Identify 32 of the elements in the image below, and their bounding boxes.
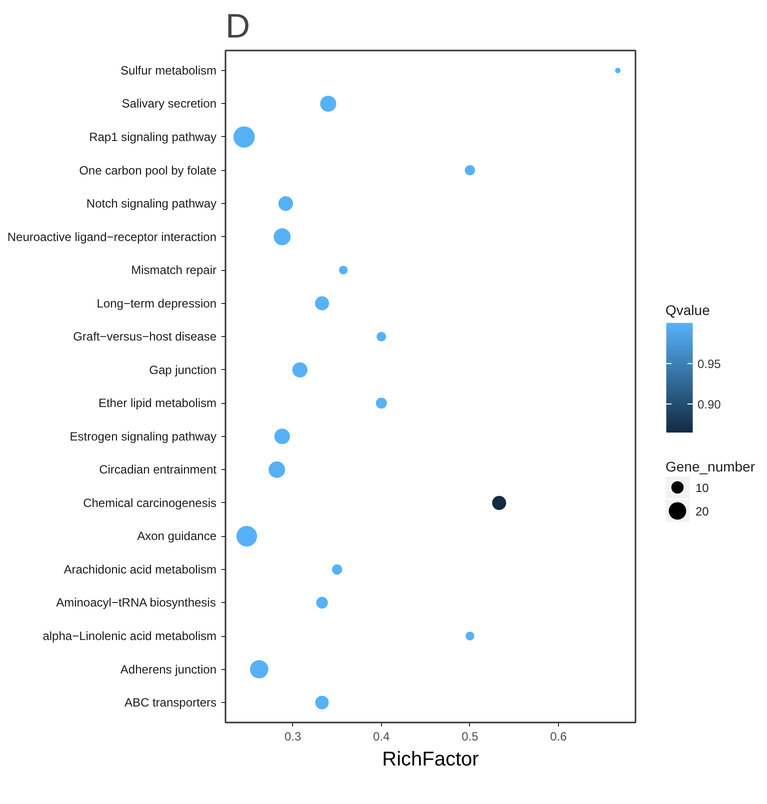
y-tick-label: Gap junction	[149, 362, 217, 377]
y-tick-label: alpha−Linolenic acid metabolism	[42, 629, 217, 644]
color-bar-label: 0.90	[698, 398, 722, 412]
y-tick-label: Ether lipid metabolism	[98, 396, 217, 410]
y-tick-label: Estrogen signaling pathway	[70, 429, 217, 444]
y-tick-label: Aminoacyl−tRNA biosynthesis	[56, 596, 216, 610]
y-tick-label: ABC transporters	[124, 696, 217, 710]
y-tick-label: Long−term depression	[96, 296, 217, 310]
chart-title: D	[226, 8, 250, 46]
y-tick-label: Notch signaling pathway	[86, 196, 216, 211]
y-tick-label: Graft−versus−host disease	[73, 330, 217, 344]
y-tick-label: Rap1 signaling pathway	[89, 130, 217, 144]
color-bar-label: 0.95	[698, 357, 722, 372]
legend-title: Gene_number	[666, 458, 756, 474]
y-tick-label: Neuroactive ligand−receptor interaction	[7, 230, 217, 244]
x-axis-title: RichFactor	[382, 748, 480, 770]
x-tick-label: 0.3	[284, 730, 302, 744]
color-bar-title: Qvalue	[666, 302, 710, 318]
y-tick-label: Circadian entrainment	[99, 462, 218, 477]
x-tick-label: 0.6	[550, 730, 568, 744]
x-tick-label: 0.4	[373, 730, 390, 744]
y-tick-label: One carbon pool by folate	[79, 163, 217, 178]
y-tick-label: Salivary secretion	[122, 96, 217, 111]
legend-label: 20	[696, 504, 710, 518]
y-tick-label: Arachidonic acid metabolism	[64, 562, 217, 576]
x-tick-label: 0.5	[462, 730, 479, 744]
y-tick-label: Chemical carcinogenesis	[83, 496, 217, 510]
y-tick-label: Sulfur metabolism	[120, 63, 217, 78]
y-tick-label: Mismatch repair	[131, 263, 217, 278]
legend-label: 10	[696, 480, 710, 495]
y-tick-label: Adherens junction	[120, 662, 217, 676]
y-tick-label: Axon guidance	[137, 529, 217, 544]
